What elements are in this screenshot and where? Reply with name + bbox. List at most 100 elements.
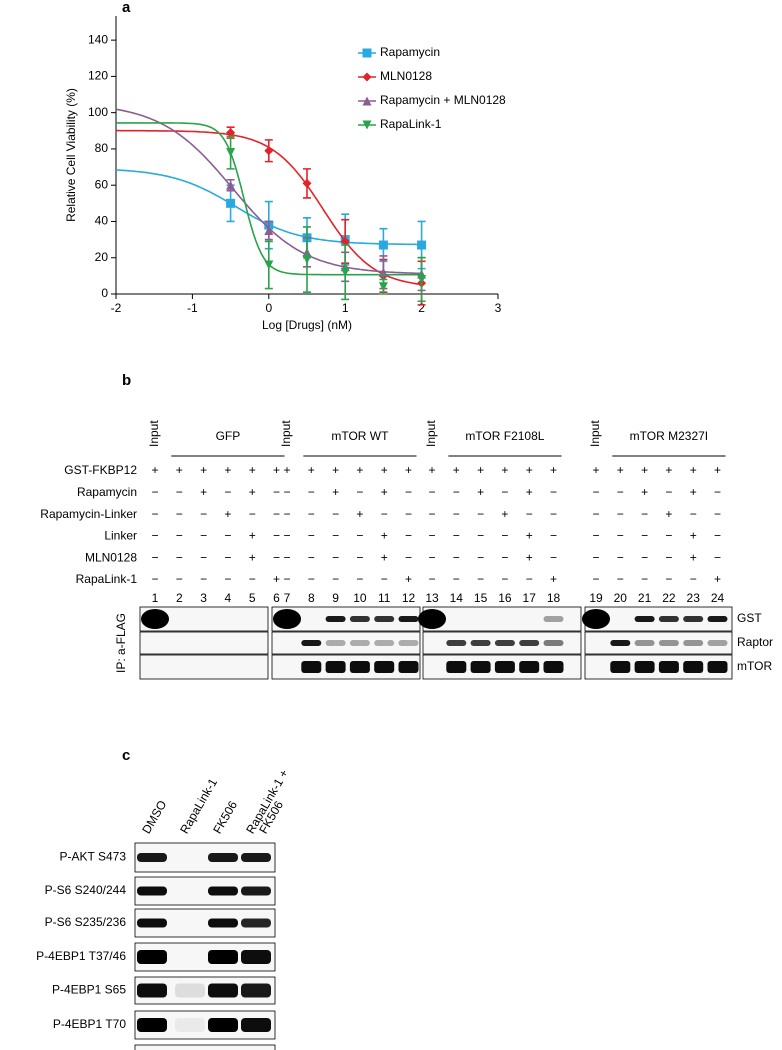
treatment-sign: −	[224, 572, 231, 586]
band	[301, 640, 322, 646]
lane-number: 15	[474, 591, 488, 605]
band	[349, 616, 370, 622]
input-label: Input	[424, 420, 438, 447]
band	[137, 918, 167, 928]
marker	[362, 120, 372, 130]
marker	[226, 148, 236, 158]
marker	[264, 226, 274, 236]
treatment-sign: +	[690, 463, 697, 477]
treatment-sign: −	[501, 550, 508, 564]
treatment-sign: +	[273, 463, 280, 477]
treatment-sign: −	[428, 572, 435, 586]
band	[494, 640, 515, 646]
treatment-sign: −	[200, 572, 207, 586]
treatment-sign: −	[308, 572, 315, 586]
blot-label: GST	[737, 611, 762, 625]
treatment-sign: −	[332, 529, 339, 543]
treatment-sign: +	[665, 507, 672, 521]
treatment-sign: +	[714, 463, 721, 477]
marker	[417, 274, 427, 284]
band	[349, 640, 370, 646]
band	[208, 853, 238, 862]
treatment-sign: −	[332, 507, 339, 521]
panel-label: a	[122, 0, 131, 16]
treatment-sign: −	[550, 550, 557, 564]
treatment-sign: −	[283, 507, 290, 521]
marker	[362, 48, 372, 58]
marker	[340, 236, 350, 246]
treatment-sign: −	[200, 529, 207, 543]
band	[398, 661, 419, 673]
treatment-sign: +	[249, 485, 256, 499]
treatment-sign: +	[477, 463, 484, 477]
lane-number: 19	[589, 591, 603, 605]
band	[137, 983, 167, 998]
lane-number: 14	[450, 591, 464, 605]
treatment-sign: −	[151, 529, 158, 543]
treatment-sign: −	[151, 572, 158, 586]
treatment-sign: −	[641, 550, 648, 564]
row-label: P-4EBP1 S65	[52, 983, 126, 997]
lane-number: 17	[523, 591, 537, 605]
treatment-sign: −	[381, 572, 388, 586]
treatment-sign: +	[356, 507, 363, 521]
row-label: P-4EBP1 T37/46	[36, 949, 126, 963]
blot-box	[271, 631, 421, 655]
treatment-sign: −	[176, 529, 183, 543]
x-tick-label: 1	[342, 301, 349, 315]
y-axis-label: Relative Cell Viability (%)	[64, 88, 78, 222]
row-label: Linker	[104, 529, 137, 543]
treatment-sign: −	[641, 572, 648, 586]
treatment-sign: −	[176, 507, 183, 521]
marker	[378, 282, 388, 292]
treatment-sign: +	[550, 463, 557, 477]
band	[658, 640, 679, 646]
band	[543, 616, 564, 622]
row-label: Rapamycin-Linker	[40, 507, 137, 521]
treatment-sign: +	[176, 463, 183, 477]
lane-number: 1	[152, 591, 159, 605]
band	[241, 853, 271, 862]
band	[582, 609, 610, 629]
legend-label: MLN0128	[380, 69, 432, 83]
band	[707, 616, 728, 622]
x-tick-label: 2	[418, 301, 425, 315]
band	[241, 983, 271, 998]
lane-number: 2	[176, 591, 183, 605]
treatment-sign: −	[332, 572, 339, 586]
row-label: P-4EBP1 T70	[53, 1017, 126, 1031]
treatment-sign: −	[200, 550, 207, 564]
row-label: P-S6 S240/244	[45, 883, 127, 897]
treatment-sign: −	[592, 550, 599, 564]
treatment-sign: +	[526, 463, 533, 477]
band	[325, 616, 346, 622]
treatment-sign: +	[283, 463, 290, 477]
marker	[362, 96, 372, 106]
band	[446, 661, 467, 673]
band	[137, 950, 167, 964]
treatment-sign: −	[381, 507, 388, 521]
treatment-sign: +	[690, 529, 697, 543]
treatment-sign: −	[501, 529, 508, 543]
treatment-sign: +	[641, 463, 648, 477]
band	[543, 640, 564, 646]
treatment-sign: −	[428, 529, 435, 543]
band	[658, 661, 679, 673]
treatment-sign: +	[665, 463, 672, 477]
treatment-sign: −	[249, 507, 256, 521]
marker	[226, 128, 236, 138]
lane-number: 10	[353, 591, 367, 605]
treatment-sign: +	[526, 529, 533, 543]
treatment-sign: +	[249, 529, 256, 543]
band	[683, 640, 704, 646]
treatment-sign: −	[283, 529, 290, 543]
treatment-sign: −	[273, 485, 280, 499]
treatment-sign: +	[224, 507, 231, 521]
lane-number: 22	[662, 591, 676, 605]
band	[137, 853, 167, 862]
row-label: MLN0128	[85, 550, 137, 564]
band	[301, 661, 322, 673]
input-label: Input	[279, 420, 293, 447]
